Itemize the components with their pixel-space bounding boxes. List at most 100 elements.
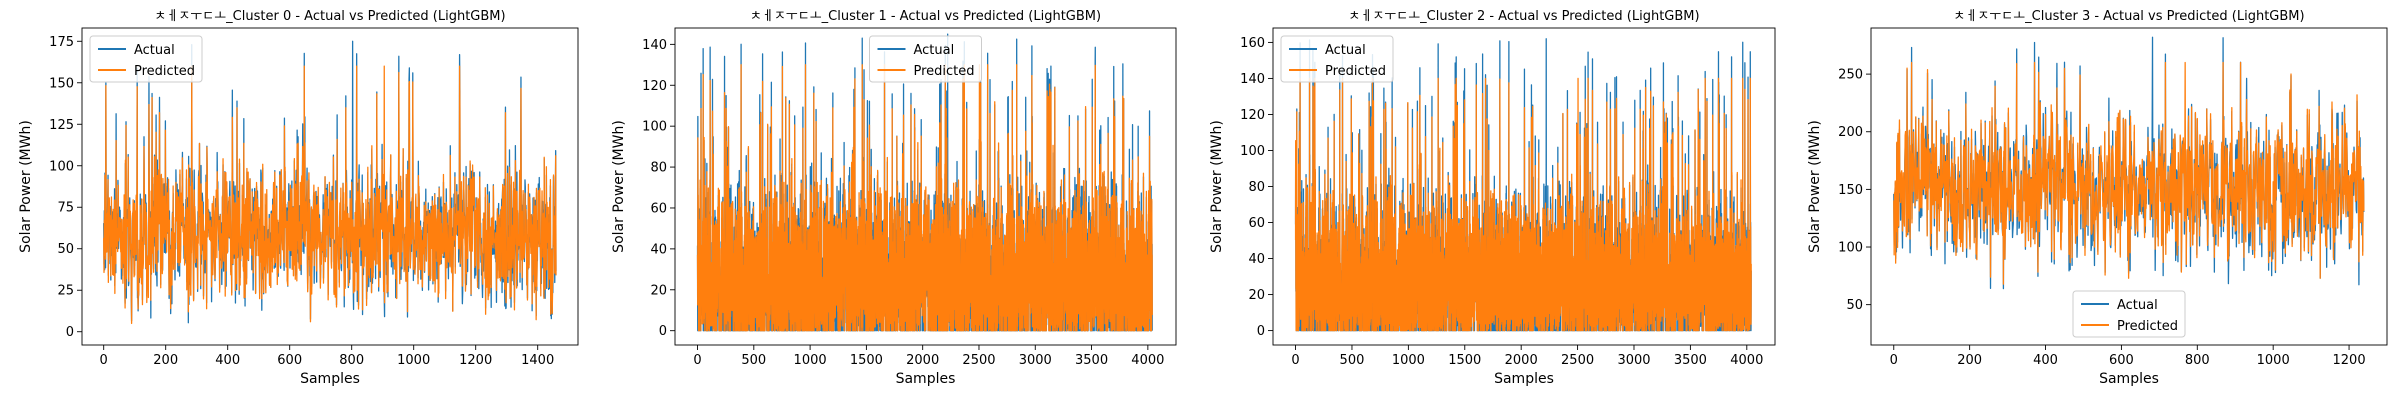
x-tick-label: 1400 bbox=[521, 353, 554, 368]
x-tick-label: 1500 bbox=[1448, 353, 1481, 368]
series-line-predicted bbox=[103, 65, 557, 325]
y-tick-label: 250 bbox=[1838, 68, 1863, 83]
y-axis-label: Solar Power (MWh) bbox=[1807, 120, 1823, 253]
legend: Actual Predicted bbox=[89, 35, 203, 83]
x-tick-label: 3000 bbox=[1617, 353, 1650, 368]
legend: Actual Predicted bbox=[869, 35, 982, 83]
x-axis-label: Samples bbox=[2099, 371, 2159, 387]
legend-label-0: Actual bbox=[1325, 43, 1366, 58]
y-tick-label: 140 bbox=[1240, 72, 1265, 87]
y-tick-label: 0 bbox=[1257, 324, 1265, 339]
y-tick-label: 60 bbox=[1248, 216, 1265, 231]
chart-title: ㅊㅔㅈㅜㄷㅗ_Cluster 0 - Actual vs Predicted (… bbox=[154, 9, 505, 24]
x-tick-label: 200 bbox=[153, 353, 178, 368]
x-tick-label: 400 bbox=[2033, 353, 2058, 368]
x-tick-label: 2000 bbox=[1505, 353, 1538, 368]
y-tick-label: 20 bbox=[650, 283, 667, 298]
x-tick-label: 2500 bbox=[1561, 353, 1594, 368]
y-tick-label: 150 bbox=[1838, 183, 1863, 198]
y-tick-label: 75 bbox=[57, 201, 74, 216]
x-tick-label: 400 bbox=[215, 353, 240, 368]
x-tick-label: 3500 bbox=[1674, 353, 1707, 368]
chart-panel-3: ㅊㅔㅈㅜㄷㅗ_Cluster 3 - Actual vs Predicted (… bbox=[1807, 9, 2388, 387]
x-axis-label: Samples bbox=[300, 371, 360, 387]
x-tick-label: 3500 bbox=[1075, 353, 1108, 368]
y-tick-label: 100 bbox=[49, 159, 74, 174]
legend-label-0: Actual bbox=[2117, 298, 2158, 313]
y-tick-label: 0 bbox=[66, 325, 74, 340]
x-tick-label: 800 bbox=[2185, 353, 2210, 368]
legend-label-1: Predicted bbox=[914, 64, 975, 79]
series-line-predicted bbox=[1893, 61, 2365, 285]
y-tick-label: 60 bbox=[650, 201, 667, 216]
x-tick-label: 1000 bbox=[794, 353, 827, 368]
legend-label-1: Predicted bbox=[134, 64, 195, 79]
x-tick-label: 500 bbox=[741, 353, 766, 368]
series-lines bbox=[1294, 38, 1752, 332]
x-tick-label: 600 bbox=[2109, 353, 2134, 368]
x-tick-label: 3000 bbox=[1019, 353, 1052, 368]
series-lines bbox=[103, 40, 557, 325]
x-tick-label: 1000 bbox=[2257, 353, 2290, 368]
x-axis-label: Samples bbox=[896, 371, 956, 387]
y-tick-label: 175 bbox=[49, 35, 74, 50]
y-tick-label: 100 bbox=[1838, 241, 1863, 256]
legend-label-1: Predicted bbox=[2117, 319, 2178, 334]
legend: Actual Predicted bbox=[2072, 290, 2186, 338]
x-tick-label: 2500 bbox=[962, 353, 995, 368]
axes-frame bbox=[674, 27, 1177, 346]
y-axis-label: Solar Power (MWh) bbox=[1209, 120, 1225, 253]
series-lines bbox=[1893, 36, 2365, 290]
x-tick-label: 0 bbox=[1890, 353, 1898, 368]
chart-title: ㅊㅔㅈㅜㄷㅗ_Cluster 3 - Actual vs Predicted (… bbox=[1953, 9, 2304, 24]
chart-title: ㅊㅔㅈㅜㄷㅗ_Cluster 1 - Actual vs Predicted (… bbox=[750, 9, 1101, 24]
y-tick-label: 120 bbox=[642, 79, 667, 94]
y-tick-label: 80 bbox=[1248, 180, 1265, 195]
x-tick-label: 1500 bbox=[850, 353, 883, 368]
y-axis-label: Solar Power (MWh) bbox=[18, 120, 34, 253]
y-tick-label: 0 bbox=[659, 324, 667, 339]
y-tick-label: 100 bbox=[1240, 144, 1265, 159]
x-tick-label: 4000 bbox=[1730, 353, 1763, 368]
series-line-predicted bbox=[696, 64, 1153, 332]
legend-label-0: Actual bbox=[134, 43, 175, 58]
y-tick-label: 50 bbox=[57, 242, 74, 257]
y-tick-label: 150 bbox=[49, 76, 74, 91]
y-tick-label: 50 bbox=[1846, 298, 1863, 313]
x-tick-label: 2000 bbox=[906, 353, 939, 368]
y-tick-label: 140 bbox=[642, 38, 667, 53]
legend-label-1: Predicted bbox=[1325, 64, 1386, 79]
y-tick-label: 100 bbox=[642, 120, 667, 135]
x-tick-label: 500 bbox=[1340, 353, 1365, 368]
chart-panel-2: ㅊㅔㅈㅜㄷㅗ_Cluster 2 - Actual vs Predicted (… bbox=[1209, 9, 1776, 387]
legend: Actual Predicted bbox=[1280, 35, 1394, 83]
axes-frame bbox=[81, 27, 579, 346]
x-tick-label: 1200 bbox=[2333, 353, 2366, 368]
x-tick-label: 0 bbox=[100, 353, 108, 368]
y-tick-label: 200 bbox=[1838, 125, 1863, 140]
x-tick-label: 1000 bbox=[397, 353, 430, 368]
x-tick-label: 600 bbox=[277, 353, 302, 368]
y-tick-label: 80 bbox=[650, 161, 667, 176]
x-tick-label: 1200 bbox=[459, 353, 492, 368]
x-tick-label: 800 bbox=[339, 353, 364, 368]
y-tick-label: 40 bbox=[1248, 252, 1265, 267]
y-tick-label: 40 bbox=[650, 242, 667, 257]
y-tick-label: 125 bbox=[49, 118, 74, 133]
series-line-predicted bbox=[1294, 77, 1752, 332]
y-tick-label: 20 bbox=[1248, 288, 1265, 303]
legend-label-0: Actual bbox=[914, 43, 955, 58]
x-tick-label: 200 bbox=[1957, 353, 1982, 368]
x-tick-label: 0 bbox=[1291, 353, 1299, 368]
y-tick-label: 120 bbox=[1240, 108, 1265, 123]
x-tick-label: 4000 bbox=[1131, 353, 1164, 368]
y-tick-label: 160 bbox=[1240, 36, 1265, 51]
x-tick-label: 1000 bbox=[1392, 353, 1425, 368]
x-tick-label: 0 bbox=[693, 353, 701, 368]
axes-frame bbox=[1870, 27, 2388, 346]
chart-panel-0: ㅊㅔㅈㅜㄷㅗ_Cluster 0 - Actual vs Predicted (… bbox=[18, 9, 579, 387]
x-axis-label: Samples bbox=[1494, 371, 1554, 387]
y-axis-label: Solar Power (MWh) bbox=[611, 120, 627, 253]
chart-panel-1: ㅊㅔㅈㅜㄷㅗ_Cluster 1 - Actual vs Predicted (… bbox=[611, 9, 1177, 387]
